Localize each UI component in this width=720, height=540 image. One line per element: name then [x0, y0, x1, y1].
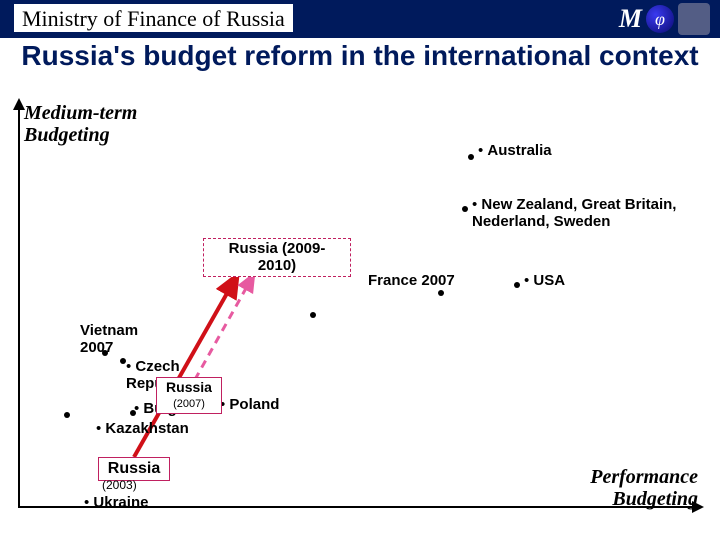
dot-australia	[468, 154, 474, 160]
y-axis	[18, 100, 20, 508]
y-axis-label: Medium-term Budgeting	[24, 102, 137, 146]
dot-france-b	[310, 312, 316, 318]
dot-left	[64, 412, 70, 418]
label-russia-2003-year: (2003)	[102, 478, 137, 492]
label-kazakhstan: • Kazakhstan	[96, 420, 189, 437]
dot-nzgb	[462, 206, 468, 212]
box-russia-2007: Russia (2007)	[156, 377, 222, 414]
dot-france-a	[438, 290, 444, 296]
logo-circle-icon: φ	[646, 5, 674, 33]
label-ukraine: • Ukraine	[84, 494, 148, 511]
x-axis-label: Performance Budgeting	[590, 466, 698, 510]
logo-letter: M	[619, 4, 642, 34]
label-nz-gb-nl-sw: • New Zealand, Great Britain, Nederland,…	[472, 196, 702, 230]
crest-icon	[678, 3, 710, 35]
box-russia-2009: Russia (2009-2010)	[203, 238, 351, 277]
logo-phi-icon: φ	[655, 9, 665, 30]
ministry-logo: M φ	[600, 2, 710, 36]
label-vietnam: Vietnam 2007	[80, 322, 160, 356]
label-australia: • Australia	[478, 142, 552, 159]
label-poland: • Poland	[220, 396, 279, 413]
label-france: France 2007	[368, 272, 455, 289]
header-title-box: Ministry of Finance of Russia	[14, 4, 293, 32]
header-bar: Ministry of Finance of Russia M φ	[0, 0, 720, 38]
dot-usa	[514, 282, 520, 288]
page-title: Russia's budget reform in the internatio…	[0, 40, 720, 72]
org-title: Ministry of Finance of Russia	[22, 6, 285, 31]
scatter-chart: Medium-term Budgeting Performance Budget…	[18, 100, 702, 520]
label-usa: • USA	[524, 272, 565, 289]
slide-root: Ministry of Finance of Russia M φ Russia…	[0, 0, 720, 540]
